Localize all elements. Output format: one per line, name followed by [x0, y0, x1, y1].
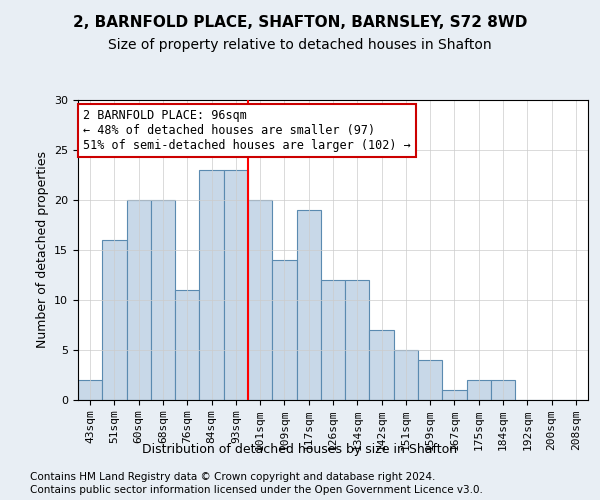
Bar [224, 170, 248, 400]
Bar [467, 380, 491, 400]
Bar [151, 200, 175, 400]
Bar [296, 210, 321, 400]
Bar [272, 260, 296, 400]
Text: 2, BARNFOLD PLACE, SHAFTON, BARNSLEY, S72 8WD: 2, BARNFOLD PLACE, SHAFTON, BARNSLEY, S7… [73, 15, 527, 30]
Y-axis label: Number of detached properties: Number of detached properties [35, 152, 49, 348]
Bar [102, 240, 127, 400]
Text: Contains public sector information licensed under the Open Government Licence v3: Contains public sector information licen… [30, 485, 483, 495]
Bar [394, 350, 418, 400]
Bar [127, 200, 151, 400]
Bar [199, 170, 224, 400]
Text: Distribution of detached houses by size in Shafton: Distribution of detached houses by size … [142, 442, 458, 456]
Bar [418, 360, 442, 400]
Bar [442, 390, 467, 400]
Text: Size of property relative to detached houses in Shafton: Size of property relative to detached ho… [108, 38, 492, 52]
Text: 2 BARNFOLD PLACE: 96sqm
← 48% of detached houses are smaller (97)
51% of semi-de: 2 BARNFOLD PLACE: 96sqm ← 48% of detache… [83, 109, 411, 152]
Bar [491, 380, 515, 400]
Bar [345, 280, 370, 400]
Bar [370, 330, 394, 400]
Bar [175, 290, 199, 400]
Bar [248, 200, 272, 400]
Text: Contains HM Land Registry data © Crown copyright and database right 2024.: Contains HM Land Registry data © Crown c… [30, 472, 436, 482]
Bar [321, 280, 345, 400]
Bar [78, 380, 102, 400]
